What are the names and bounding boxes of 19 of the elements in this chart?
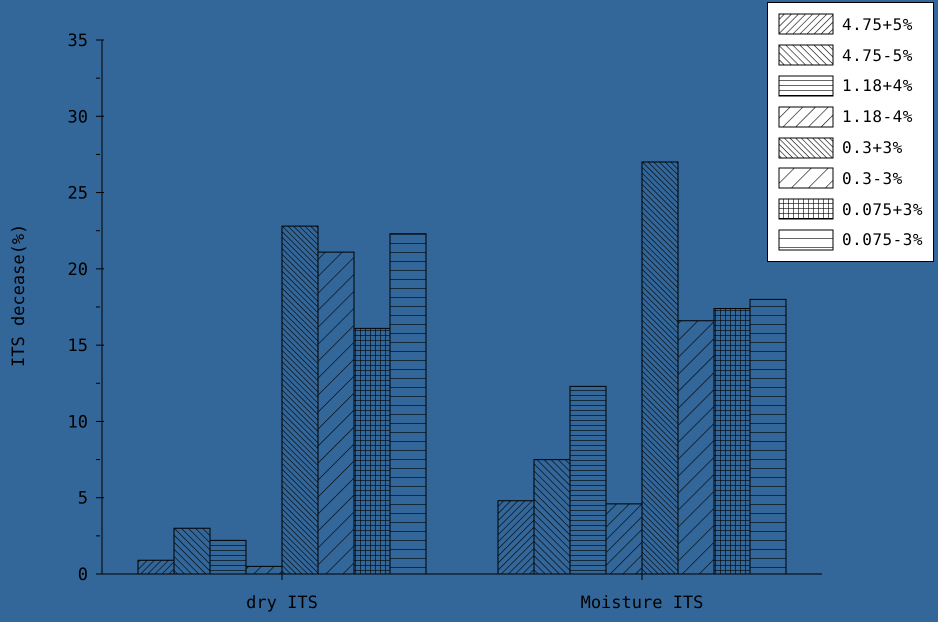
y-tick-label: 15 xyxy=(68,336,88,356)
legend-label: 0.3-3% xyxy=(842,168,903,188)
legend-label: 4.75+5% xyxy=(842,14,913,34)
x-tick-label: dry ITS xyxy=(246,593,318,614)
y-axis-title: ITS decease(%) xyxy=(9,224,30,367)
y-tick-label: 10 xyxy=(68,412,88,432)
y-tick-label: 0 xyxy=(78,565,88,585)
x-tick-label: Moisture ITS xyxy=(580,593,704,614)
y-tick-label: 20 xyxy=(68,260,88,280)
legend-label: 4.75-5% xyxy=(842,46,913,65)
y-tick-label: 30 xyxy=(68,107,88,128)
y-tick-label: 35 xyxy=(68,31,88,51)
y-tick-label: 5 xyxy=(78,488,88,509)
legend-label: 0.075-3% xyxy=(842,230,923,250)
legend-label: 0.3+3% xyxy=(842,138,903,158)
legend-label: 1.18+4% xyxy=(842,76,913,96)
legend-label: 0.075+3% xyxy=(842,200,923,219)
legend-label: 1.18-4% xyxy=(842,107,913,126)
y-tick-label: 25 xyxy=(68,184,88,204)
